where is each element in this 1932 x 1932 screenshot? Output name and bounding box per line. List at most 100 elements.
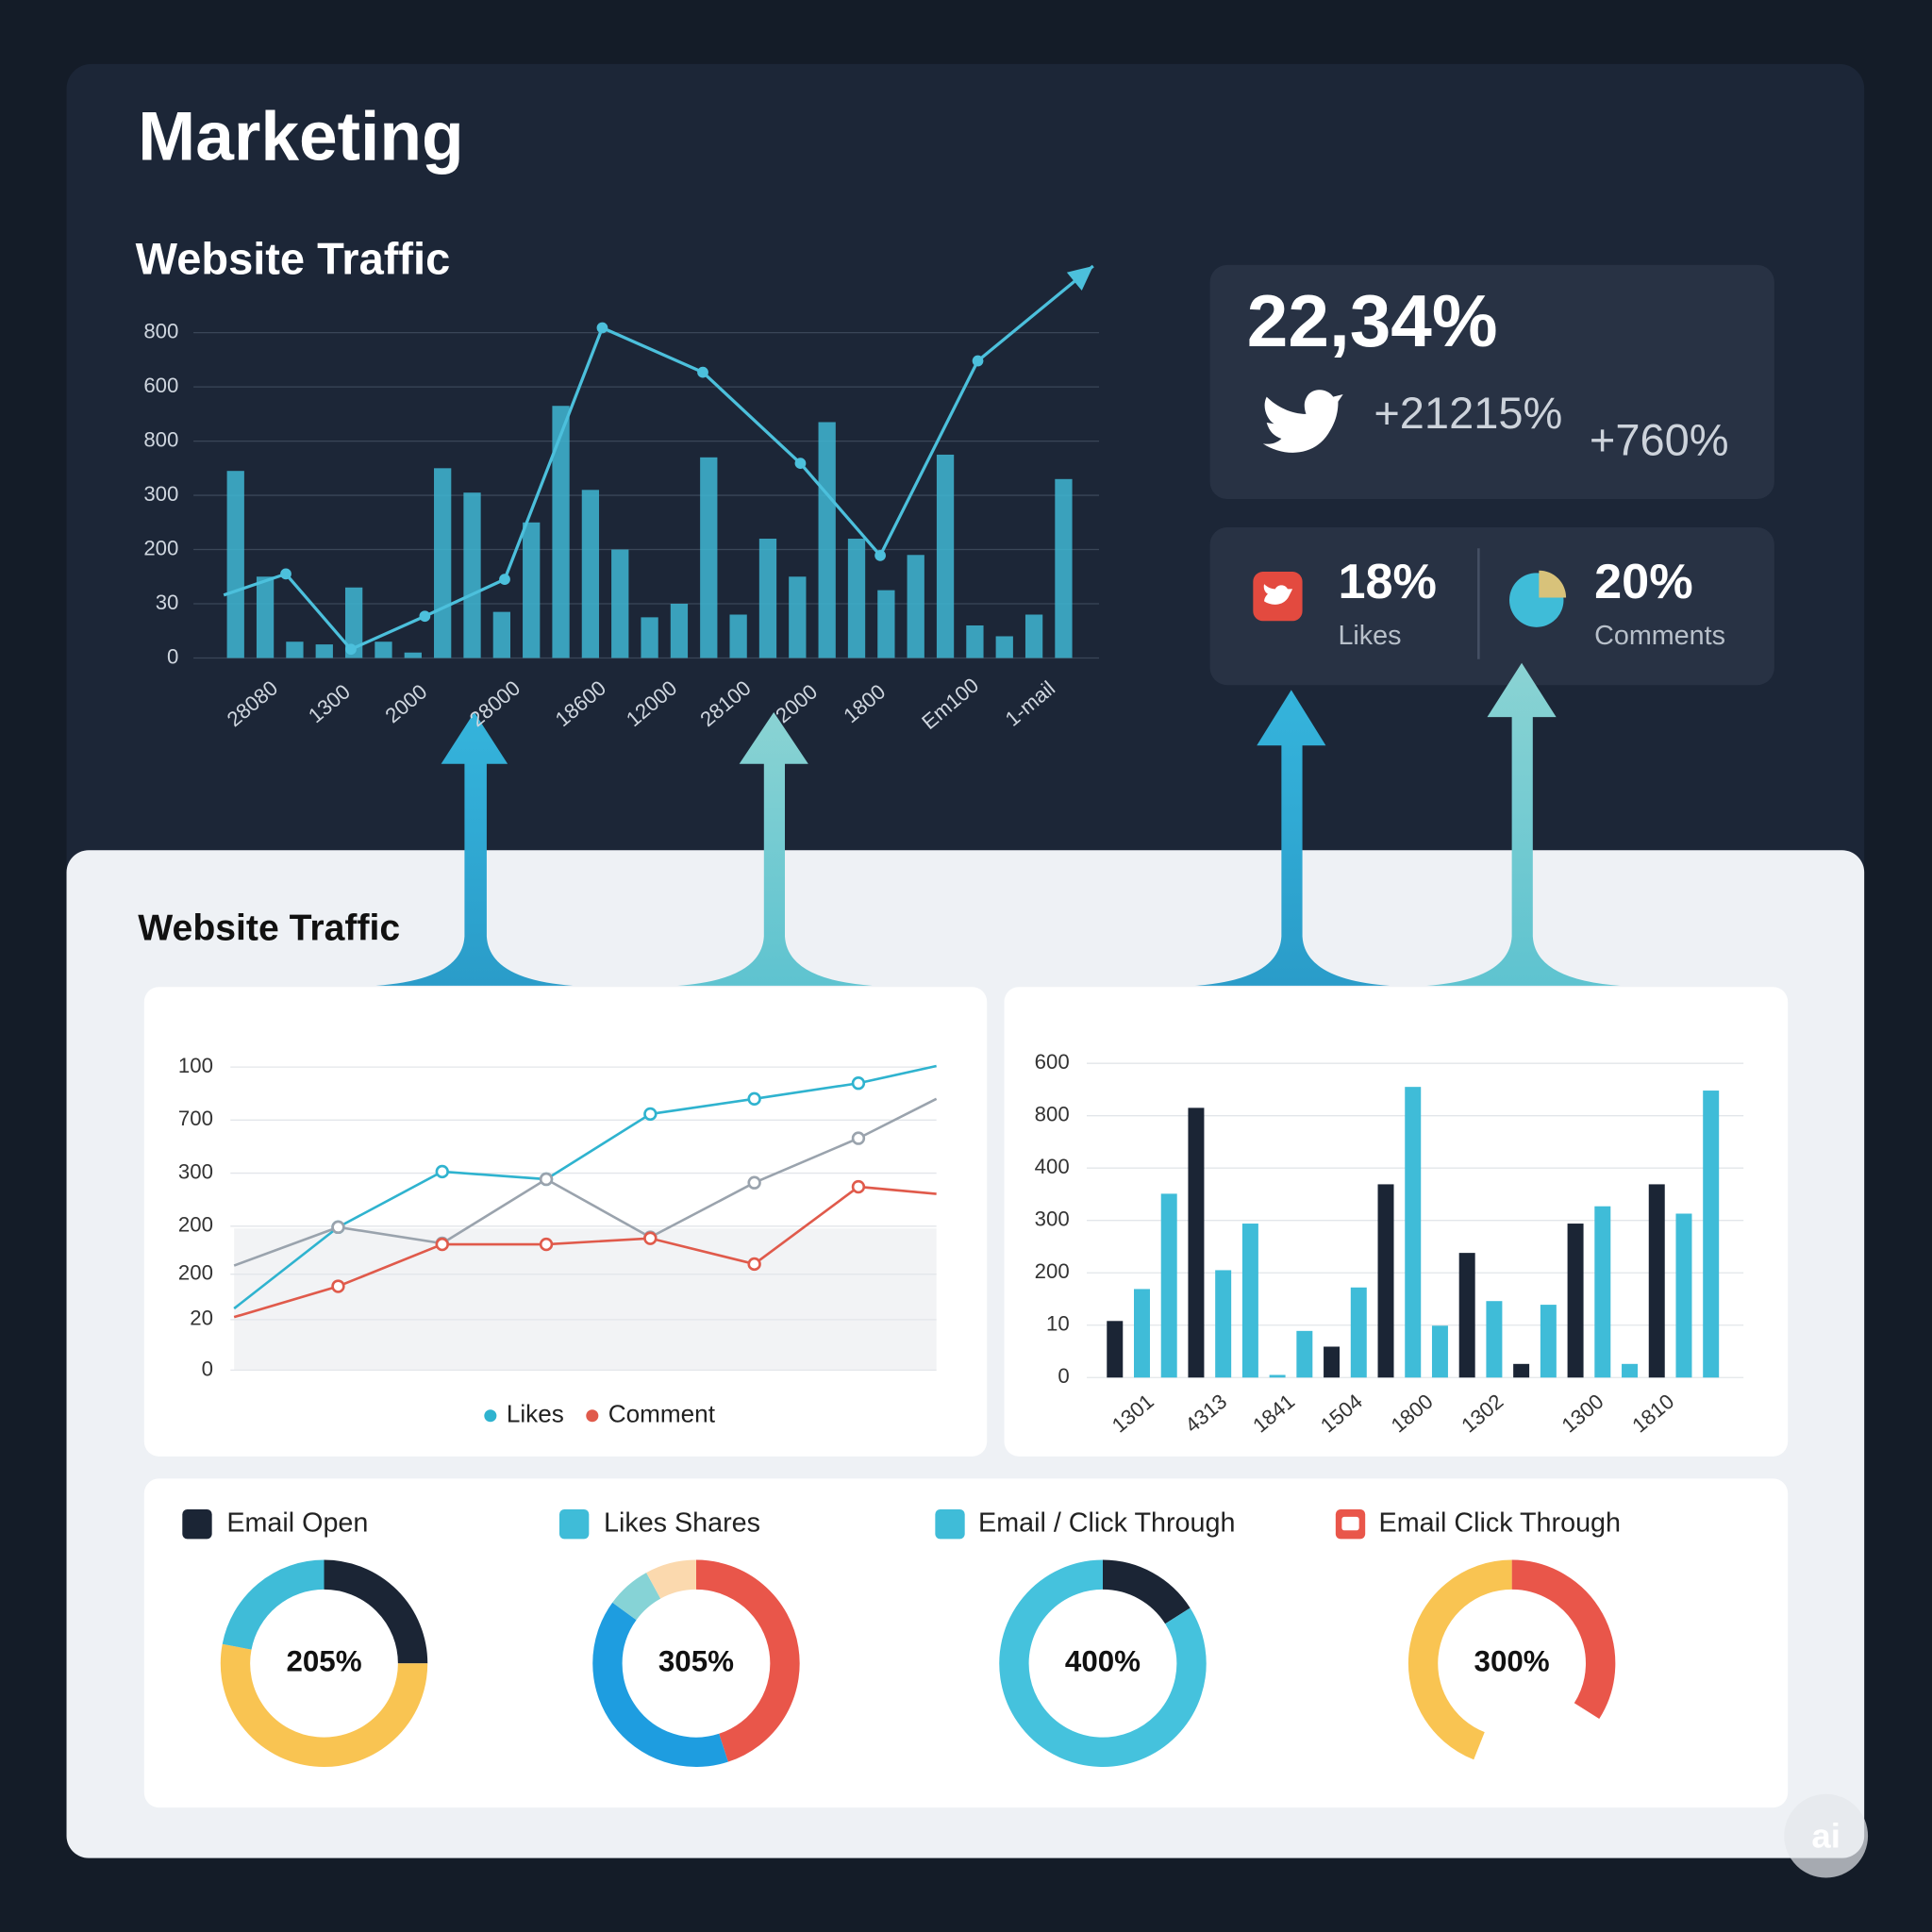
bar <box>1703 1091 1720 1378</box>
y-tick-label: 0 <box>202 1357 213 1380</box>
y-tick-label: 800 <box>143 427 178 451</box>
donut-segment <box>1407 1559 1513 1760</box>
card <box>143 987 988 1457</box>
point <box>697 366 708 378</box>
bar <box>818 422 836 658</box>
line <box>233 1185 937 1319</box>
donut-segment <box>612 1573 661 1621</box>
point <box>747 1091 761 1107</box>
bar <box>1350 1287 1367 1378</box>
bar <box>758 539 777 658</box>
bar <box>1377 1184 1394 1378</box>
y-tick-label: 600 <box>143 374 178 397</box>
bar <box>1024 614 1043 658</box>
bar <box>434 468 452 658</box>
bar <box>375 641 392 658</box>
legend-swatch <box>484 1409 497 1423</box>
y-tick-label: 20 <box>190 1307 213 1330</box>
donut-center-label: 305% <box>658 1645 734 1678</box>
bar <box>1405 1087 1422 1378</box>
point <box>747 1175 761 1190</box>
stat-change: +21215% <box>1374 388 1562 438</box>
stat-main: 22,34% <box>1247 279 1498 362</box>
point <box>851 1076 866 1091</box>
y-tick-label: 200 <box>178 1213 213 1237</box>
point <box>596 322 608 334</box>
bar <box>315 644 333 658</box>
legend-swatch <box>586 1409 599 1423</box>
bar <box>1513 1363 1530 1378</box>
bar <box>995 636 1013 658</box>
icon-inner <box>1341 1516 1359 1531</box>
bar <box>1567 1224 1584 1378</box>
y-tick-label: 600 <box>1035 1050 1070 1074</box>
line <box>233 1064 937 1310</box>
point <box>643 1107 658 1122</box>
donut-segment <box>1102 1559 1191 1624</box>
page-title: Marketing <box>138 99 463 175</box>
point <box>851 1131 866 1145</box>
y-tick-label: 800 <box>143 320 178 343</box>
bar <box>1241 1224 1258 1378</box>
y-tick-label: 400 <box>1035 1155 1070 1178</box>
bar <box>1486 1301 1503 1378</box>
stat-value: 20% <box>1594 555 1693 609</box>
flow-arrow <box>1194 690 1391 986</box>
bar <box>907 555 924 658</box>
y-tick-label: 300 <box>1035 1208 1070 1231</box>
bar <box>1431 1325 1448 1378</box>
point <box>419 610 431 623</box>
y-tick-label: 300 <box>178 1159 213 1183</box>
point <box>435 1164 449 1179</box>
bar <box>404 652 422 658</box>
point <box>331 1279 345 1293</box>
stat-label: Comments <box>1594 621 1725 651</box>
bar <box>1324 1346 1341 1378</box>
y-tick-label: 800 <box>1035 1103 1070 1126</box>
section-title: Website Traffic <box>138 908 400 948</box>
donut-segment <box>222 1559 325 1651</box>
stat-card <box>1209 264 1774 499</box>
y-tick-label: 100 <box>178 1054 213 1077</box>
bar <box>226 471 244 658</box>
chart-title: Website Traffic <box>136 234 451 284</box>
arrow-head <box>1066 265 1093 291</box>
bar <box>789 576 807 658</box>
bar <box>286 641 304 658</box>
bar <box>1107 1321 1124 1378</box>
donut-center-label: 205% <box>286 1645 361 1678</box>
bar <box>523 522 541 658</box>
bar <box>1215 1270 1232 1378</box>
bar <box>1458 1253 1475 1378</box>
bar <box>1675 1213 1692 1378</box>
donut-center-label: 300% <box>1474 1645 1550 1678</box>
bar <box>1594 1206 1611 1378</box>
bar <box>1269 1374 1286 1378</box>
line <box>233 1097 938 1267</box>
donut-segment <box>220 1643 428 1767</box>
stat-label: Likes <box>1338 621 1401 651</box>
stat-value: 18% <box>1338 555 1437 609</box>
bar <box>1055 478 1073 658</box>
bar <box>966 625 984 658</box>
pie-icon-slice <box>1539 570 1567 598</box>
stat-change: +760% <box>1590 415 1729 465</box>
legend-label: Likes <box>507 1400 564 1428</box>
watermark: ai <box>1811 1816 1840 1855</box>
y-tick-label: 200 <box>178 1261 213 1285</box>
y-tick-label: 300 <box>143 482 178 506</box>
donut-segment <box>695 1559 800 1762</box>
donut-title: Email Click Through <box>1379 1507 1621 1538</box>
donut-segment <box>646 1559 697 1599</box>
card <box>1004 987 1789 1457</box>
bar <box>936 454 955 658</box>
donut-segment <box>999 1559 1207 1767</box>
band <box>234 1228 937 1371</box>
stat-card <box>1209 527 1774 686</box>
bar <box>463 492 481 658</box>
flow-arrow <box>375 711 574 986</box>
card <box>143 1478 1789 1808</box>
point <box>499 574 510 586</box>
donut-title: Likes Shares <box>604 1507 760 1538</box>
